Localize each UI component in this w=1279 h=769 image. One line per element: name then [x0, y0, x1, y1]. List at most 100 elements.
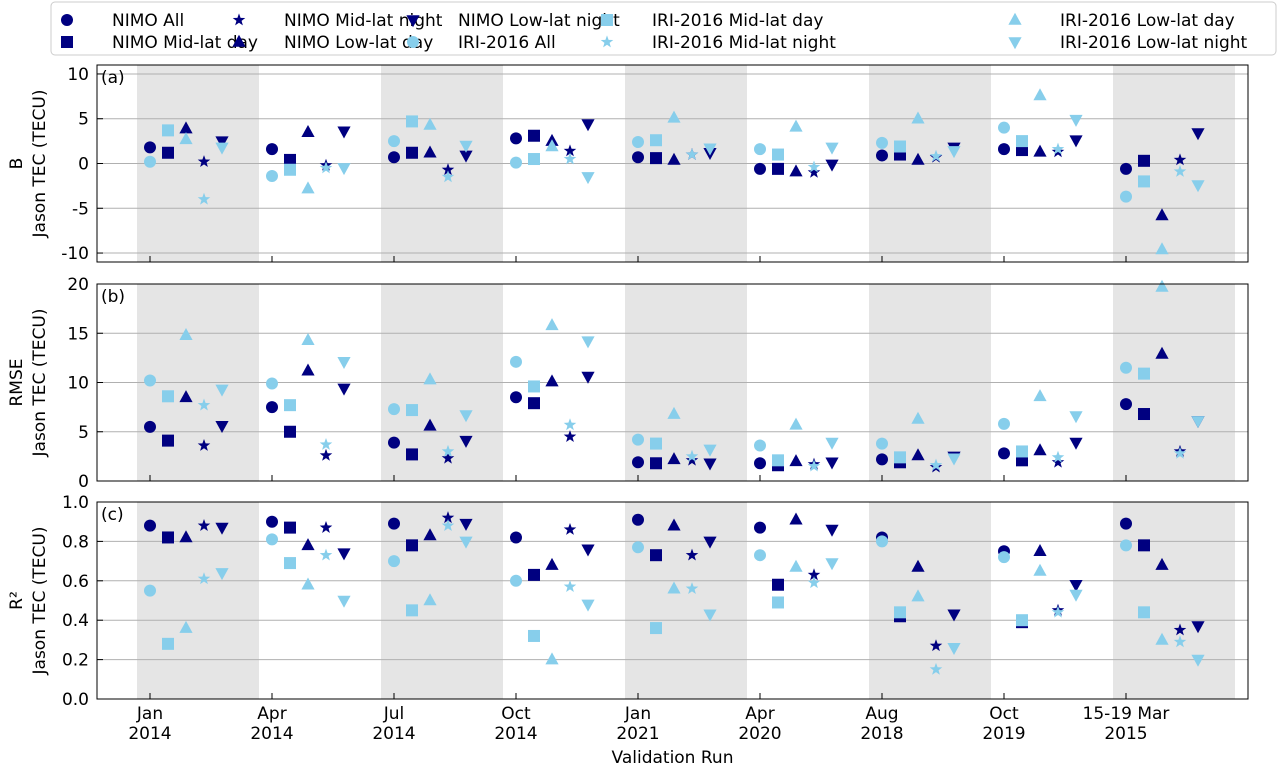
data-point [406, 404, 418, 417]
y-tick-label: 10 [67, 374, 89, 394]
x-tick-label: 2019 [982, 724, 1025, 744]
data-point [179, 530, 193, 543]
data-point [911, 111, 925, 124]
data-point [685, 582, 699, 595]
data-point [179, 121, 193, 134]
data-point [162, 637, 174, 650]
data-point [772, 148, 784, 161]
y-tick-label: 0.2 [62, 651, 89, 671]
data-point [911, 559, 925, 572]
data-point [911, 448, 925, 461]
legend-label: IRI-2016 Low-lat day [1060, 11, 1235, 31]
data-point [459, 435, 473, 448]
y-tick-label: 10 [67, 65, 89, 85]
data-point [545, 652, 559, 665]
data-point [337, 163, 351, 176]
data-point [703, 609, 717, 622]
data-point [441, 519, 455, 531]
data-point [772, 578, 784, 591]
data-point [581, 336, 595, 349]
data-point [319, 437, 333, 450]
data-point [301, 332, 315, 345]
data-point [1033, 389, 1047, 402]
data-point [754, 143, 766, 156]
data-point [807, 576, 821, 589]
y-tick-label: 5 [78, 423, 89, 443]
data-point [947, 642, 961, 655]
data-point [825, 142, 839, 155]
data-point [406, 146, 418, 159]
data-point [197, 192, 211, 205]
data-point [545, 374, 559, 387]
legend-marker [61, 14, 73, 26]
legend-label: IRI-2016 Mid-lat day [652, 11, 823, 31]
data-point [789, 512, 803, 525]
data-point [459, 536, 473, 549]
data-point [545, 557, 559, 570]
data-point [406, 539, 418, 552]
data-point [650, 437, 662, 450]
x-tick-label: Apr [257, 704, 286, 724]
data-point [998, 551, 1010, 564]
data-point [215, 568, 229, 581]
data-point [1033, 144, 1047, 157]
y-tick-label: -10 [61, 244, 89, 264]
data-point [772, 596, 784, 609]
panel-label: (c) [101, 505, 124, 525]
data-point [1051, 142, 1065, 155]
x-tick-label: 2014 [494, 724, 537, 744]
data-point [266, 401, 278, 414]
data-point [876, 149, 888, 162]
data-point [179, 390, 193, 403]
data-point [1191, 621, 1205, 634]
data-point [876, 437, 888, 450]
data-point [1051, 605, 1065, 618]
data-point [1033, 443, 1047, 456]
data-point [197, 519, 211, 531]
data-point [162, 146, 174, 159]
panel-label: (a) [101, 68, 125, 88]
data-point [581, 599, 595, 612]
data-point [789, 164, 803, 177]
data-point [301, 577, 315, 590]
data-point [423, 145, 437, 158]
data-point [423, 418, 437, 431]
legend-label: IRI-2016 Low-lat night [1060, 33, 1248, 53]
data-point [807, 568, 821, 581]
data-point [510, 355, 522, 368]
legend-label: NIMO Mid-lat night [284, 11, 443, 31]
data-point [197, 572, 211, 585]
data-point [876, 136, 888, 149]
data-point [162, 531, 174, 544]
data-point [1016, 614, 1028, 627]
data-point [1155, 632, 1169, 645]
data-point [459, 410, 473, 423]
data-point [998, 417, 1010, 430]
legend-label: IRI-2016 Mid-lat night [652, 33, 836, 53]
data-point [1051, 455, 1065, 468]
data-point [337, 383, 351, 396]
data-point [581, 119, 595, 132]
data-point [876, 453, 888, 466]
data-point [929, 149, 943, 162]
data-point [1155, 557, 1169, 570]
data-point [703, 143, 717, 156]
data-point [528, 380, 540, 393]
legend-label: NIMO Mid-lat day [112, 33, 258, 53]
data-point [703, 444, 717, 457]
data-point [667, 152, 681, 165]
y-axis-label: R² [7, 591, 27, 610]
data-point [667, 518, 681, 531]
data-point [545, 139, 559, 152]
data-point [528, 397, 540, 410]
data-point [1069, 135, 1083, 148]
data-point [894, 451, 906, 464]
x-tick-label: 2015 [1104, 724, 1147, 744]
data-point [563, 152, 577, 165]
data-point [1120, 190, 1132, 203]
data-point [1138, 408, 1150, 421]
data-point [911, 152, 925, 165]
x-tick-label: 2021 [616, 724, 659, 744]
data-point [947, 609, 961, 622]
data-point [545, 318, 559, 331]
